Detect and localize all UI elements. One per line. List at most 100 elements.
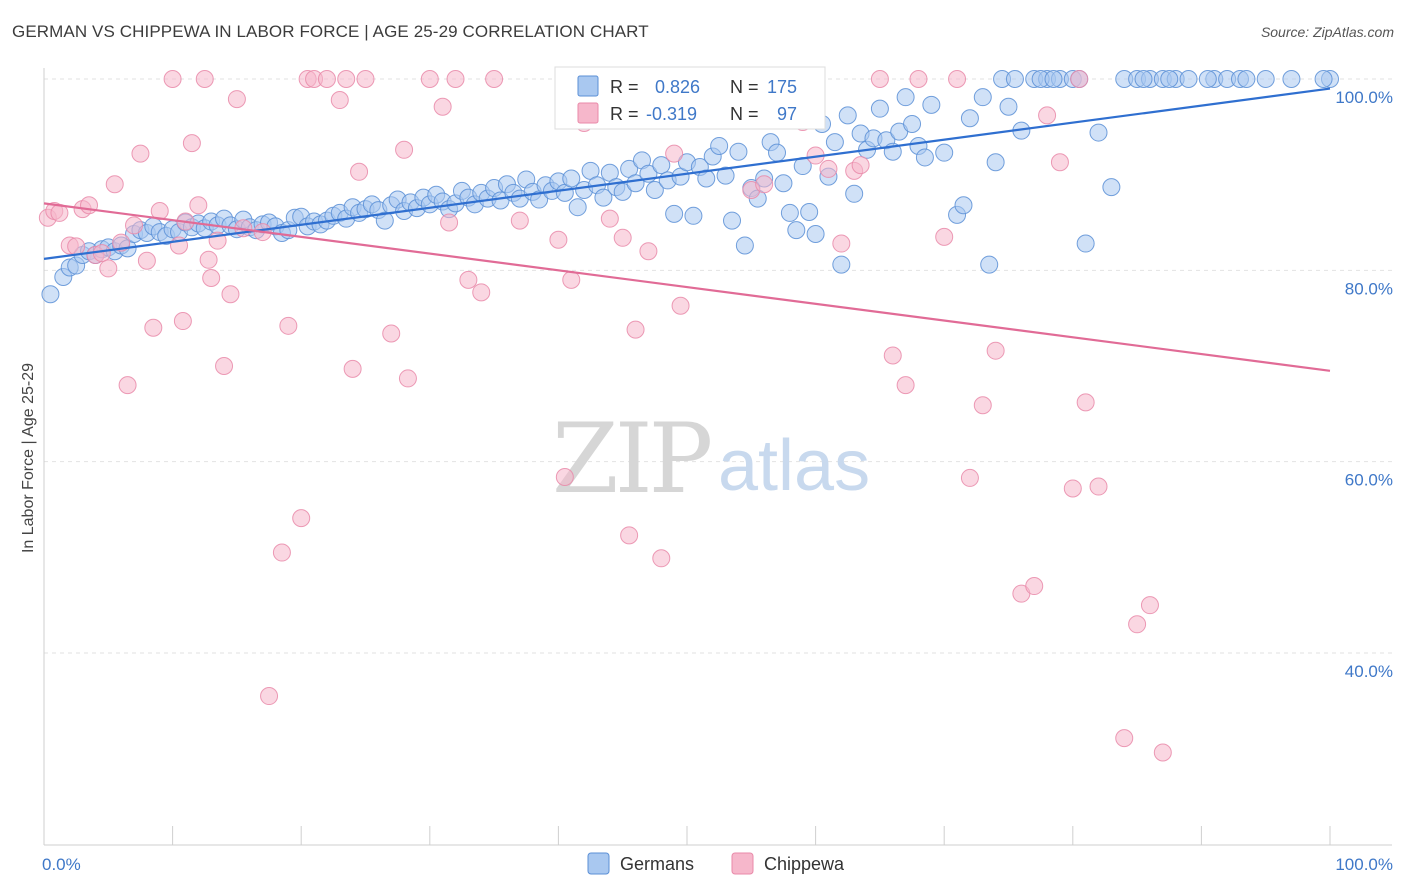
chippewa-point-61 xyxy=(613,228,632,247)
chippewa-point-35 xyxy=(279,316,298,335)
chippewa-point-90 xyxy=(1070,70,1089,88)
chippewa-point-73 xyxy=(832,234,851,253)
chippewa-point-81 xyxy=(948,70,967,88)
chippewa-point-9 xyxy=(99,259,118,278)
germans-point-94 xyxy=(652,156,671,175)
chippewa-point-25 xyxy=(199,250,218,269)
chippewa-point-11 xyxy=(112,233,131,252)
chippewa-point-89 xyxy=(1063,479,1082,498)
gridlines xyxy=(44,78,1392,654)
germans-point-93 xyxy=(645,180,664,199)
chippewa-point-94 xyxy=(1128,615,1147,634)
x-tick-labels: 0.0% 100.0% xyxy=(42,855,1393,874)
chippewa-point-18 xyxy=(163,70,182,88)
chippewa-point-22 xyxy=(182,134,201,153)
chippewa-point-80 xyxy=(935,227,954,246)
germans-point-81 xyxy=(568,198,587,217)
chippewa-point-20 xyxy=(173,312,192,331)
y-tick-label-60: 60.0% xyxy=(1345,471,1393,490)
chippewa-point-4 xyxy=(67,237,86,256)
chippewa-point-84 xyxy=(986,341,1005,360)
germans-point-142 xyxy=(980,255,999,274)
germans-point-121 xyxy=(825,133,844,152)
germans-point-105 xyxy=(723,211,742,230)
germans-point-80 xyxy=(562,169,581,188)
chippewa-point-24 xyxy=(195,70,214,88)
germans-point-173 xyxy=(1237,70,1256,88)
chippewa-point-93 xyxy=(1115,729,1134,748)
chippewa-point-50 xyxy=(440,213,459,232)
germans-point-51 xyxy=(375,211,394,230)
source-label: Source: ZipAtlas.com xyxy=(1260,24,1394,40)
chippewa-point-10 xyxy=(105,175,124,194)
germans-point-0 xyxy=(41,285,60,304)
chippewa-point-13 xyxy=(125,216,144,235)
legend-n-value-chippewa: 97 xyxy=(777,104,797,124)
chippewa-point-41 xyxy=(337,70,356,88)
watermark-atlas: atlas xyxy=(718,426,870,506)
germans-point-122 xyxy=(832,255,851,274)
germans-point-144 xyxy=(999,97,1018,116)
chippewa-point-23 xyxy=(189,196,208,215)
germans-point-104 xyxy=(716,166,735,185)
chippewa-point-56 xyxy=(549,230,568,249)
chippewa-point-92 xyxy=(1089,477,1108,496)
chippewa-point-66 xyxy=(665,144,684,163)
chippewa-point-51 xyxy=(446,70,465,88)
axes xyxy=(43,68,1392,846)
chippewa-point-76 xyxy=(870,70,889,88)
chippewa-point-53 xyxy=(472,283,491,302)
y-tick-labels: 40.0% 60.0% 80.0% 100.0% xyxy=(1335,88,1393,681)
chippewa-point-36 xyxy=(292,509,311,528)
germans-point-171 xyxy=(1160,70,1179,88)
legend-r-label-germans: R = xyxy=(610,77,639,97)
chippewa-point-34 xyxy=(272,543,291,562)
germans-point-168 xyxy=(1044,70,1063,88)
chippewa-point-63 xyxy=(626,320,645,339)
y-tick-label-100: 100.0% xyxy=(1335,88,1393,107)
germans-point-85 xyxy=(594,188,613,207)
chippewa-point-33 xyxy=(260,687,279,706)
y-tick-label-40: 40.0% xyxy=(1345,662,1393,681)
chippewa-point-72 xyxy=(819,159,838,178)
chippewa-point-40 xyxy=(330,91,349,110)
chippewa-point-88 xyxy=(1050,153,1069,172)
chippewa-point-12 xyxy=(118,376,137,395)
chippewa-point-67 xyxy=(671,296,690,315)
chippewa-point-43 xyxy=(350,162,369,181)
chippewa-point-60 xyxy=(600,209,619,228)
chippewa-point-28 xyxy=(215,357,234,375)
series-germans-points xyxy=(41,70,1339,304)
germans-point-170 xyxy=(1134,70,1153,88)
chippewa-point-82 xyxy=(960,468,979,487)
bottom-legend-swatch-germans xyxy=(587,852,610,875)
germans-point-152 xyxy=(1102,178,1121,197)
legend-box xyxy=(554,66,826,130)
germans-point-151 xyxy=(1089,123,1108,142)
germans-point-132 xyxy=(896,88,915,107)
germans-point-139 xyxy=(954,196,973,215)
y-tick-label-80: 80.0% xyxy=(1345,279,1393,298)
watermark-zip: ZIP xyxy=(552,403,711,515)
chippewa-point-95 xyxy=(1140,596,1159,615)
trend-lines xyxy=(43,87,1331,372)
chippewa-point-64 xyxy=(639,242,658,261)
chippewa-point-49 xyxy=(433,97,452,116)
series-legend: Germans Chippewa xyxy=(587,852,845,875)
germans-point-137 xyxy=(935,143,954,162)
chippewa-trend-line xyxy=(43,202,1331,372)
chippewa-point-46 xyxy=(395,140,414,159)
germans-point-118 xyxy=(806,224,825,243)
germans-point-166 xyxy=(1005,70,1024,88)
legend-r-label-chippewa: R = xyxy=(610,104,639,124)
chippewa-point-96 xyxy=(1153,743,1172,762)
chippewa-point-79 xyxy=(909,70,928,88)
y-axis-title: In Labor Force | Age 25-29 xyxy=(20,363,37,553)
germans-point-140 xyxy=(960,109,979,128)
chippewa-point-14 xyxy=(131,144,150,163)
watermark: ZIP atlas xyxy=(552,403,870,515)
germans-point-103 xyxy=(710,136,729,155)
germans-point-133 xyxy=(903,114,922,133)
chippewa-point-54 xyxy=(485,70,504,88)
